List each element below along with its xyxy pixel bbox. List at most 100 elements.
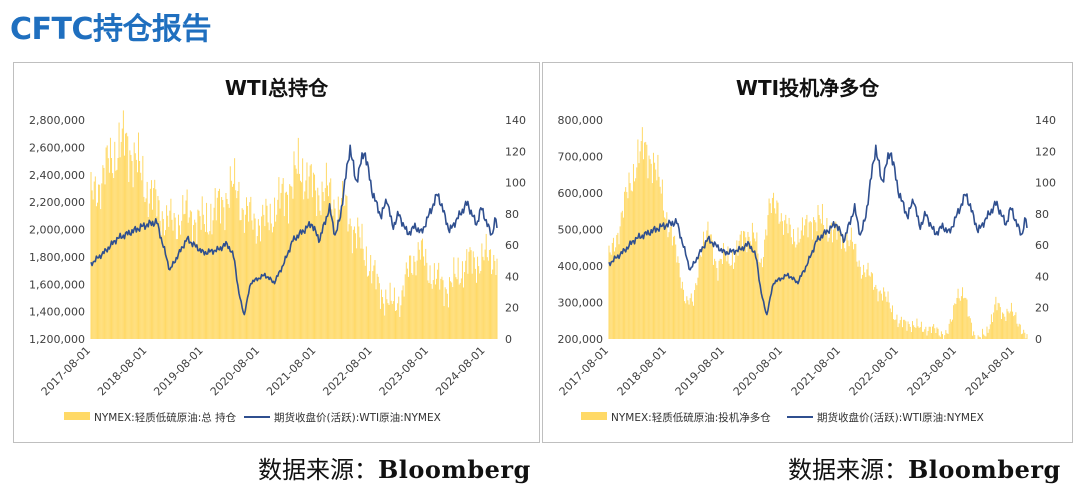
position-bar	[723, 243, 725, 339]
position-bar	[233, 183, 235, 339]
position-bar	[1017, 326, 1019, 339]
position-bar	[458, 284, 460, 339]
position-bar	[989, 324, 991, 339]
position-bar	[398, 296, 400, 339]
position-bar	[478, 266, 480, 339]
position-bar	[100, 209, 102, 339]
position-bar	[726, 261, 728, 339]
y-left-tick-label: 500,000	[558, 224, 604, 237]
position-bar	[785, 214, 787, 339]
position-bar	[459, 282, 461, 339]
position-bar	[159, 220, 161, 339]
position-bar	[982, 328, 984, 339]
position-bar	[312, 172, 314, 339]
position-bar	[165, 230, 167, 339]
position-bar	[480, 270, 482, 339]
position-bar	[118, 122, 120, 339]
position-bar	[333, 199, 335, 339]
position-bar	[748, 236, 750, 339]
position-bar	[918, 327, 920, 339]
position-bar	[240, 220, 242, 339]
position-bar	[121, 128, 123, 339]
position-bar	[493, 254, 495, 339]
y-left-tick-label: 600,000	[558, 187, 604, 200]
position-bar	[216, 197, 218, 339]
y-left-tick-label: 700,000	[558, 151, 604, 164]
position-bar	[899, 320, 901, 339]
legend-bar-label: NYMEX:轻质低硫原油:投机净多仓	[611, 411, 771, 424]
legend-bar-swatch	[581, 412, 607, 420]
position-bar	[417, 242, 419, 339]
position-bar	[667, 237, 669, 339]
position-bar	[455, 277, 457, 339]
position-bar	[243, 232, 245, 339]
position-bar	[749, 241, 751, 339]
y-right-tick-label: 140	[1035, 114, 1056, 127]
position-bar	[405, 262, 407, 339]
position-bar	[652, 152, 654, 339]
position-bar	[237, 190, 239, 339]
position-bar	[731, 251, 733, 339]
position-bar	[839, 234, 841, 339]
y-left-tick-label: 800,000	[558, 114, 604, 127]
position-bar	[239, 220, 241, 339]
position-bar	[190, 211, 192, 339]
position-bar	[353, 226, 355, 339]
position-bar	[355, 233, 357, 339]
position-bar	[364, 265, 366, 339]
position-bar	[655, 169, 657, 339]
position-bar	[127, 136, 129, 339]
position-bar	[105, 147, 107, 339]
position-bar	[973, 331, 975, 339]
position-bar	[993, 312, 995, 339]
source-note-left: 数据来源：Bloomberg	[258, 450, 531, 485]
position-bar	[790, 237, 792, 339]
position-bar	[420, 240, 422, 339]
position-bar	[335, 229, 337, 339]
position-bar	[315, 190, 317, 339]
position-bar	[444, 287, 446, 339]
position-bar	[269, 203, 271, 339]
position-bar	[369, 271, 371, 339]
position-bar	[115, 170, 117, 339]
position-bar	[122, 110, 124, 339]
x-tick-label: 2020-08-01	[731, 344, 785, 398]
position-bar	[962, 287, 964, 339]
position-bar	[180, 234, 182, 339]
position-bar	[764, 239, 766, 339]
position-bar	[1013, 316, 1015, 339]
position-bar	[808, 222, 810, 339]
legend-bar-label: NYMEX:轻质低硫原油:总 持仓	[94, 411, 237, 424]
position-bar	[319, 210, 321, 339]
position-bar	[321, 181, 323, 339]
position-bar	[363, 260, 365, 339]
position-bar	[636, 167, 638, 339]
position-bar	[271, 232, 273, 339]
chart-title: WTI投机净多仓	[736, 76, 880, 100]
position-bar	[373, 265, 375, 339]
position-bar	[695, 283, 697, 339]
position-bar	[274, 197, 276, 339]
position-bar	[177, 214, 179, 339]
position-bar	[609, 252, 611, 339]
position-bar	[370, 255, 372, 339]
x-tick-label: 2023-08-01	[905, 344, 959, 398]
y-left-tick-label: 200,000	[558, 333, 604, 346]
position-bar	[986, 326, 988, 339]
position-bar	[378, 283, 380, 339]
position-bar	[781, 221, 783, 339]
position-bar	[783, 234, 785, 339]
position-bar	[1004, 316, 1006, 339]
position-bar	[278, 177, 280, 339]
position-bar	[845, 251, 847, 339]
position-bar	[251, 220, 253, 339]
position-bar	[252, 229, 254, 339]
position-bar	[172, 230, 174, 339]
position-bar	[446, 293, 448, 339]
position-bar	[900, 316, 902, 339]
position-bar	[699, 255, 701, 339]
position-bar	[457, 257, 459, 339]
position-bar	[479, 273, 481, 339]
position-bar	[149, 188, 151, 339]
position-bar	[295, 168, 297, 339]
